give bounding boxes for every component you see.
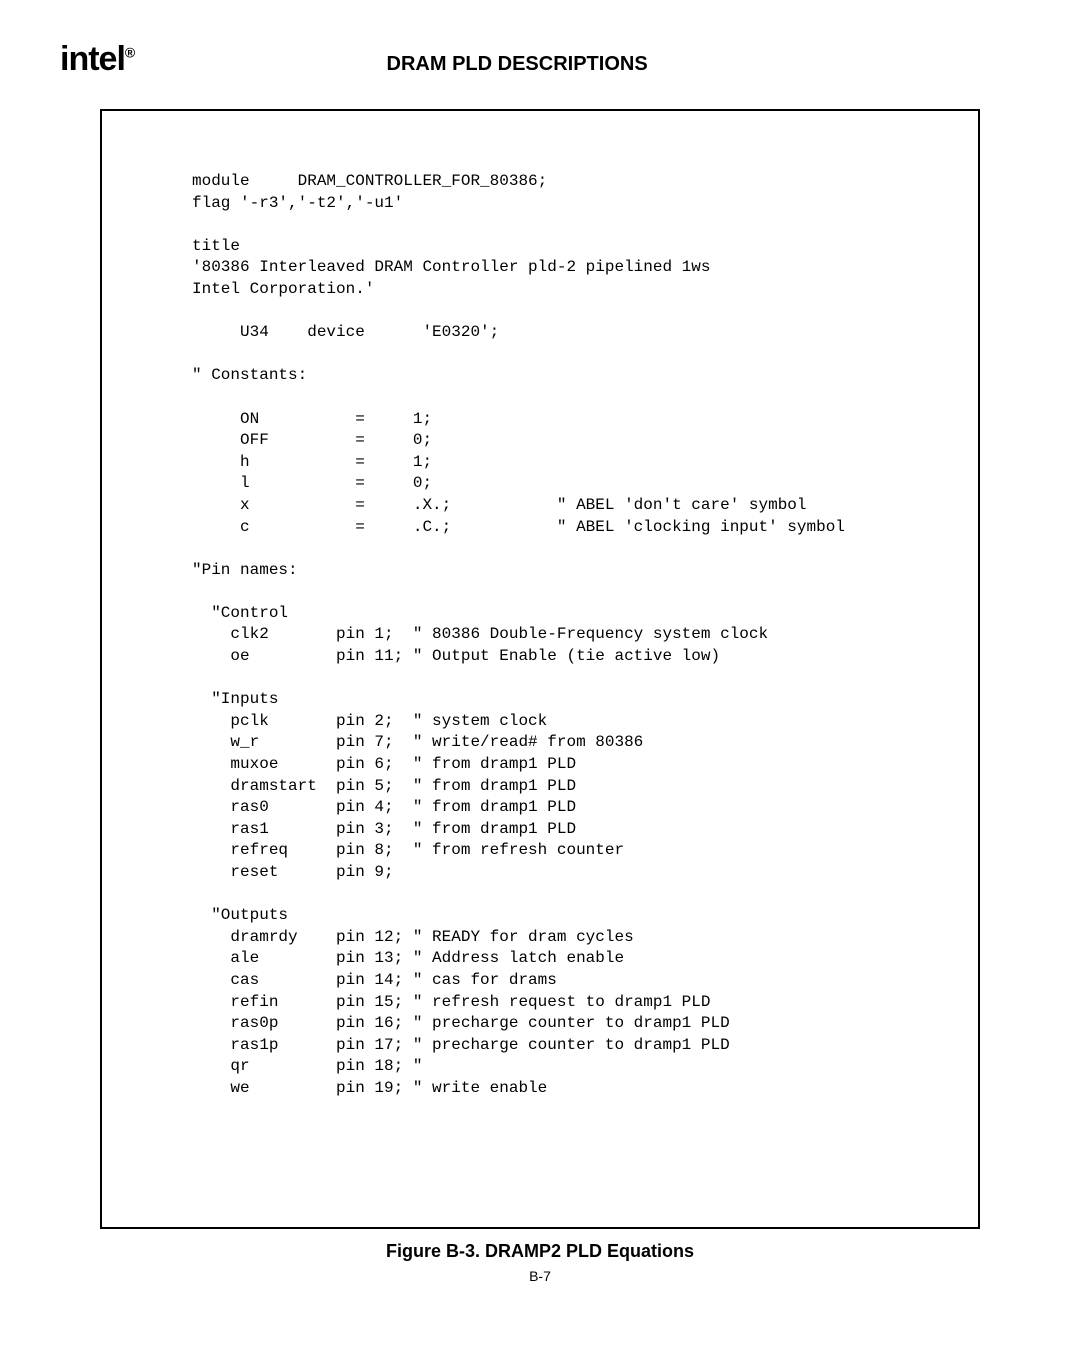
logo-text: intel [60, 40, 125, 78]
figure-caption: Figure B-3. DRAMP2 PLD Equations [60, 1241, 1020, 1262]
document-title: DRAM PLD DESCRIPTIONS [134, 53, 900, 76]
logo-registered: ® [125, 45, 134, 61]
page: intel® DRAM PLD DESCRIPTIONS module DRAM… [0, 0, 1080, 1351]
code-listing-box: module DRAM_CONTROLLER_FOR_80386; flag '… [100, 109, 980, 1229]
page-number: B-7 [60, 1268, 1020, 1284]
code-listing: module DRAM_CONTROLLER_FOR_80386; flag '… [192, 171, 928, 1100]
page-header: intel® DRAM PLD DESCRIPTIONS [60, 40, 1020, 79]
intel-logo: intel® [60, 40, 134, 79]
